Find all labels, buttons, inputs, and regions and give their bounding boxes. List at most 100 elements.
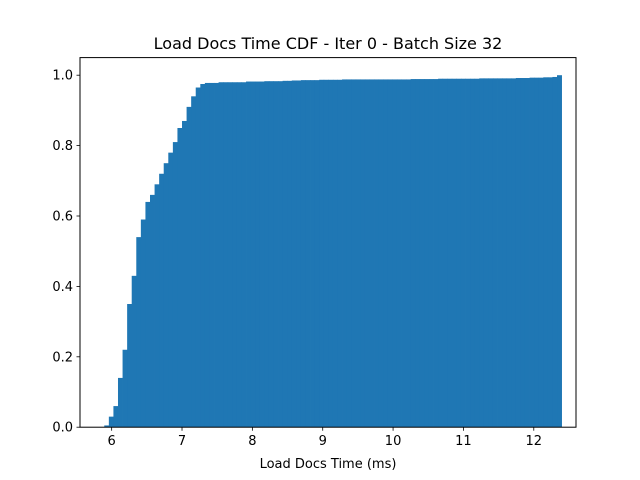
histogram-bar bbox=[287, 80, 293, 428]
histogram-bar bbox=[547, 77, 553, 428]
histogram-bar bbox=[154, 184, 160, 428]
histogram-bar bbox=[172, 142, 178, 428]
histogram-bar bbox=[492, 78, 498, 428]
histogram-bar bbox=[177, 128, 183, 428]
histogram-bar bbox=[424, 79, 430, 428]
histogram-bar bbox=[328, 79, 334, 428]
histogram-bar bbox=[383, 79, 389, 428]
histogram-bar bbox=[337, 79, 343, 428]
histogram-bar bbox=[191, 96, 197, 428]
histogram-bar bbox=[524, 78, 530, 428]
histogram-bar bbox=[255, 81, 261, 428]
histogram-bar bbox=[557, 75, 562, 428]
histogram-bar bbox=[387, 79, 393, 428]
histogram-bar bbox=[474, 78, 480, 428]
chart-title: Load Docs Time CDF - Iter 0 - Batch Size… bbox=[154, 34, 503, 53]
histogram-bar bbox=[396, 79, 402, 428]
y-tick-label: 0.8 bbox=[52, 139, 73, 154]
x-tick-label: 10 bbox=[385, 434, 402, 449]
histogram-bar bbox=[200, 84, 206, 428]
histogram-bar bbox=[218, 82, 224, 428]
histogram-bar bbox=[150, 194, 155, 428]
histogram-bar bbox=[378, 79, 384, 428]
x-axis-label: Load Docs Time (ms) bbox=[260, 457, 397, 472]
histogram-bar bbox=[186, 106, 192, 428]
histogram-bar bbox=[419, 79, 425, 428]
histogram-bar bbox=[259, 81, 265, 428]
histogram-bar bbox=[296, 80, 302, 428]
plot-frame bbox=[79, 57, 577, 428]
histogram-bar bbox=[460, 78, 466, 428]
histogram-bar bbox=[204, 82, 210, 428]
y-tick-label: 1.0 bbox=[52, 69, 73, 84]
histogram-bar bbox=[168, 152, 174, 428]
histogram-bar bbox=[360, 79, 366, 428]
histogram-bar bbox=[232, 82, 238, 428]
histogram-bar bbox=[163, 163, 169, 428]
histogram-bar bbox=[291, 80, 297, 428]
histogram-bar bbox=[406, 79, 412, 428]
histogram-bar bbox=[470, 78, 476, 428]
histogram-bar bbox=[538, 77, 544, 428]
histogram-bar bbox=[515, 78, 521, 428]
y-tick-label: 0.4 bbox=[52, 280, 73, 295]
histogram-bar bbox=[136, 237, 142, 428]
histogram-bar bbox=[273, 81, 279, 428]
histogram-bar bbox=[342, 79, 348, 428]
histogram-bar bbox=[159, 173, 165, 428]
y-tick-label: 0.0 bbox=[52, 421, 73, 436]
histogram-bar bbox=[268, 81, 274, 428]
histogram-bar bbox=[438, 78, 444, 428]
histogram-bar bbox=[323, 79, 329, 428]
histogram-bar bbox=[456, 78, 462, 428]
histogram-bar bbox=[227, 82, 233, 428]
histogram-bar bbox=[195, 87, 201, 428]
histogram-bar bbox=[534, 77, 540, 428]
histogram-bar bbox=[319, 79, 325, 428]
x-tick-label: 7 bbox=[178, 434, 186, 449]
histogram-bar bbox=[250, 81, 256, 428]
histogram-bar bbox=[209, 82, 215, 428]
histogram-bar bbox=[442, 78, 448, 428]
histogram-bar bbox=[332, 79, 338, 428]
histogram-bar bbox=[314, 80, 320, 428]
histogram-bar bbox=[447, 78, 453, 428]
y-tick-label: 0.2 bbox=[52, 350, 73, 365]
histogram-bar bbox=[282, 80, 288, 428]
histogram-bar bbox=[241, 82, 247, 428]
histogram-bar bbox=[145, 201, 151, 428]
histogram-bar bbox=[140, 219, 146, 428]
histogram-bar bbox=[415, 79, 421, 428]
histogram-bar bbox=[122, 349, 128, 428]
y-axis-ticks: 0.0 0.2 0.4 0.6 0.8 1.0 bbox=[52, 69, 80, 436]
histogram-bar bbox=[246, 81, 252, 428]
histogram-bar bbox=[392, 79, 398, 428]
histogram-bar bbox=[113, 406, 119, 428]
histogram-bar bbox=[374, 79, 380, 428]
histogram-bar bbox=[511, 78, 517, 428]
histogram-bar bbox=[310, 80, 316, 428]
histogram-bar bbox=[104, 425, 110, 428]
histogram-bar bbox=[433, 79, 439, 428]
histogram-bar bbox=[465, 78, 471, 428]
histogram-bar bbox=[223, 82, 229, 428]
histogram-bar bbox=[520, 78, 526, 428]
histogram-bar bbox=[506, 78, 512, 428]
histogram-bar bbox=[300, 80, 306, 428]
histogram-bars bbox=[104, 75, 562, 428]
histogram-bar bbox=[543, 77, 549, 428]
histogram-bar bbox=[529, 77, 535, 428]
histogram-bar bbox=[369, 79, 375, 428]
histogram-bar bbox=[488, 78, 494, 428]
histogram-bar bbox=[305, 80, 311, 428]
histogram-bar bbox=[108, 416, 114, 428]
x-tick-label: 8 bbox=[248, 434, 256, 449]
histogram-bar bbox=[351, 79, 357, 428]
y-tick-label: 0.6 bbox=[52, 210, 73, 225]
histogram-bar bbox=[182, 120, 187, 428]
histogram-bar bbox=[236, 82, 242, 428]
histogram-bar bbox=[428, 79, 434, 428]
histogram-bar bbox=[410, 79, 416, 428]
x-tick-label: 9 bbox=[319, 434, 327, 449]
